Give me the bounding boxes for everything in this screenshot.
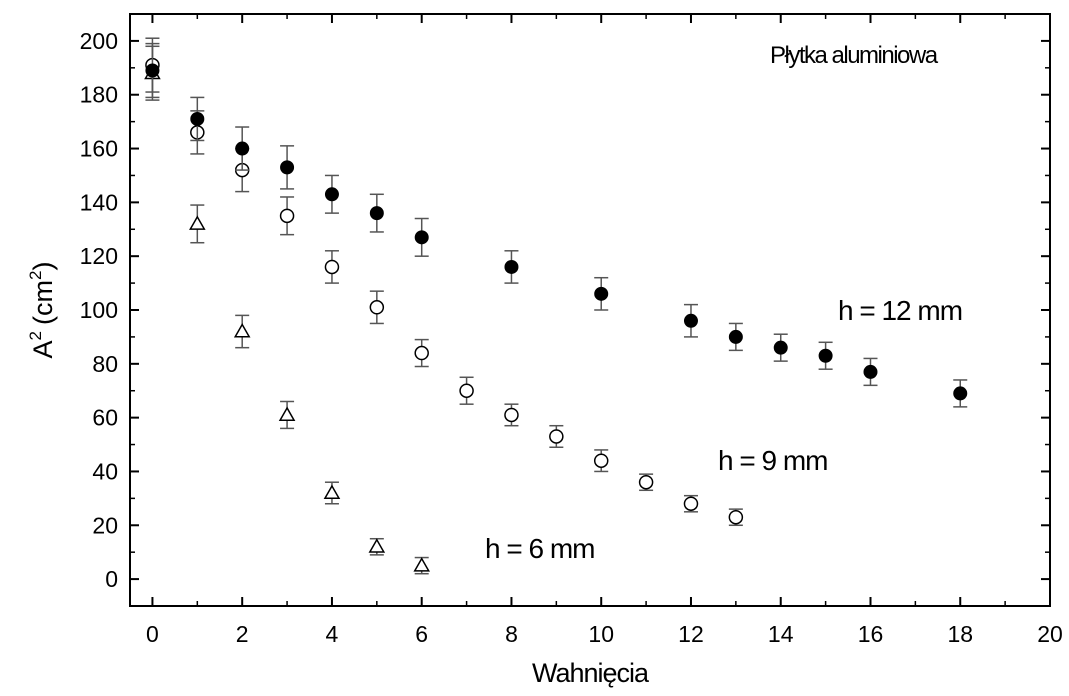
data-point-filled-circle xyxy=(324,187,339,202)
data-point-open-triangle xyxy=(189,215,206,230)
data-point-open-triangle xyxy=(368,538,386,553)
x-tick-label: 12 xyxy=(678,621,704,647)
data-point-filled-circle xyxy=(863,364,878,379)
series-label-h6: h = 6 mm xyxy=(485,533,594,564)
data-point-open-circle xyxy=(459,383,474,398)
y-axis-label-unit: (cm xyxy=(28,280,58,325)
data-point-filled-circle xyxy=(235,141,250,156)
y-tick-label: 60 xyxy=(92,405,118,431)
x-tick-label: 18 xyxy=(947,621,973,647)
data-point-open-triangle xyxy=(323,484,341,499)
x-tick-label: 2 xyxy=(236,621,249,647)
y-tick-label: 200 xyxy=(80,28,118,54)
y-axis-label: A2(cm2) xyxy=(26,262,58,359)
data-point-open-circle xyxy=(638,474,654,490)
data-marks xyxy=(144,37,968,575)
y-tick-label: 120 xyxy=(80,243,118,269)
data-point-filled-circle xyxy=(773,340,788,355)
data-point-filled-circle xyxy=(414,230,429,245)
data-point-open-circle xyxy=(728,509,744,525)
data-point-open-circle xyxy=(593,453,609,468)
y-tick-label: 40 xyxy=(92,458,118,484)
data-point-open-triangle xyxy=(413,557,430,572)
x-tick-label: 10 xyxy=(588,621,614,647)
series-labels: h = 12 mm h = 9 mm h = 6 mm Płytka alumi… xyxy=(485,42,963,564)
y-tick-label: 100 xyxy=(80,297,118,323)
data-point-filled-circle xyxy=(818,348,833,363)
x-tick-label: 6 xyxy=(415,621,428,647)
y-axis-label-main: A xyxy=(28,340,58,358)
y-axis-label-close: ) xyxy=(28,262,58,271)
x-axis-label: Wahnięcia xyxy=(532,658,650,688)
data-point-open-circle xyxy=(504,407,519,423)
data-point-filled-circle xyxy=(504,259,519,274)
y-tick-label: 180 xyxy=(80,82,118,108)
x-tick-label: 16 xyxy=(858,621,884,647)
data-point-filled-circle xyxy=(683,313,698,328)
axis-ticks: 0 2 4 6 8 10 12 14 16 18 2002040608010012014016018… xyxy=(80,14,1063,647)
x-tick-label: 8 xyxy=(505,621,518,647)
data-point-filled-circle xyxy=(145,63,160,78)
data-point-filled-circle xyxy=(594,286,609,301)
data-point-open-circle xyxy=(549,429,564,444)
y-tick-label: 20 xyxy=(92,512,118,538)
x-tick-label: 0 xyxy=(146,621,159,647)
data-point-filled-circle xyxy=(190,111,205,126)
data-point-open-circle xyxy=(279,208,295,224)
data-point-open-circle xyxy=(324,259,340,275)
y-axis-label-unit-sup: 2 xyxy=(26,271,45,280)
series-label-h12: h = 12 mm xyxy=(838,295,962,326)
data-point-filled-circle xyxy=(953,386,968,401)
x-tick-label: 20 xyxy=(1037,621,1063,647)
y-tick-label: 80 xyxy=(92,351,118,377)
data-point-filled-circle xyxy=(728,329,743,344)
y-axis-label-sup: 2 xyxy=(26,331,45,340)
data-point-open-circle xyxy=(369,300,385,315)
series-label-h9: h = 9 mm xyxy=(718,445,827,476)
data-point-open-circle xyxy=(414,345,429,361)
chart-annotation: Płytka aluminiowa xyxy=(770,42,939,69)
y-tick-label: 140 xyxy=(80,189,118,215)
data-point-open-triangle xyxy=(278,406,296,421)
data-point-filled-circle xyxy=(369,206,384,221)
y-tick-label: 0 xyxy=(105,566,118,592)
data-point-open-triangle xyxy=(233,323,251,338)
y-tick-label: 160 xyxy=(80,136,118,162)
x-tick-label: 14 xyxy=(768,621,794,647)
data-point-open-circle xyxy=(683,496,699,511)
data-point-filled-circle xyxy=(280,160,295,175)
x-tick-label: 4 xyxy=(326,621,339,647)
